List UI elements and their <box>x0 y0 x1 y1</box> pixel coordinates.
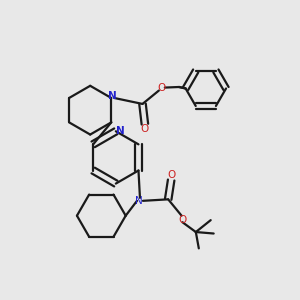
Text: N: N <box>108 91 117 100</box>
Text: N: N <box>116 126 125 136</box>
Text: O: O <box>141 124 149 134</box>
Text: O: O <box>158 83 166 93</box>
Text: O: O <box>168 170 176 180</box>
Text: N: N <box>135 196 143 206</box>
Text: O: O <box>178 215 186 225</box>
